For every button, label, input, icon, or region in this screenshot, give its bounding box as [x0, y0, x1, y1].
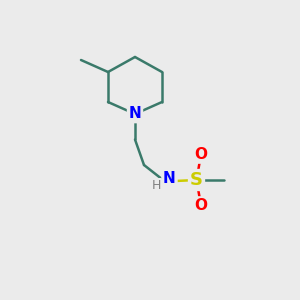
Text: O: O [194, 147, 208, 162]
Text: H: H [151, 179, 161, 193]
Text: O: O [194, 198, 208, 213]
Text: N: N [129, 106, 141, 122]
Text: S: S [190, 171, 203, 189]
Text: N: N [163, 171, 176, 186]
